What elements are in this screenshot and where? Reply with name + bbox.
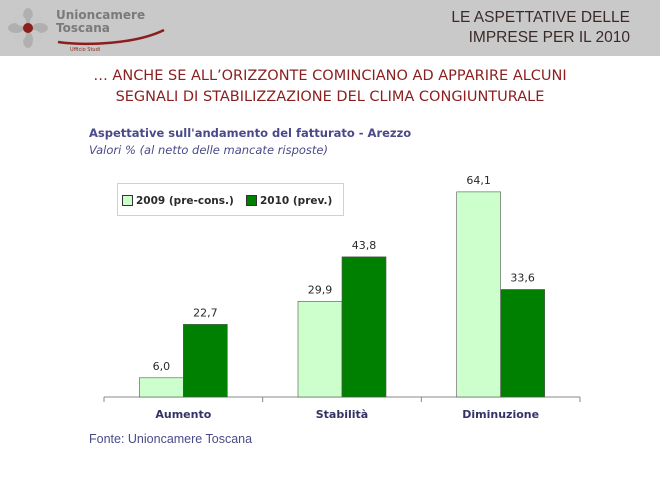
legend-swatch-2009 [122,195,133,206]
bar-aumento-1 [183,324,228,398]
category-label: Aumento [155,408,211,421]
legend-item-2010: 2010 (prev.) [246,194,332,207]
legend-swatch-2010 [246,195,257,206]
bar-stabilit-0 [297,301,343,398]
legend-label-2010: 2010 (prev.) [260,194,333,207]
flower-logo-icon [8,8,48,48]
data-label: 22,7 [193,306,218,319]
logo-name: Unioncamere Toscana [56,8,146,35]
source-note: Fonte: Unioncamere Toscana [89,432,253,446]
category-label: Stabilità [316,408,368,421]
header-band [0,0,660,56]
slide-subtitle: … ANCHE SE ALL’ORIZZONTE COMINCIANO AD A… [93,68,567,105]
slide-title: LE ASPETTATIVE DELLE IMPRESE PER IL 2010 [451,9,630,46]
legend-item-2009: 2009 (pre-cons.) [122,194,234,207]
chart-legend: 2009 (pre-cons.) 2010 (prev.) [117,183,344,216]
bar-aumento-0 [139,377,184,398]
data-label: 6,0 [153,360,171,373]
data-label: 43,8 [352,239,377,252]
category-label: Diminuzione [462,408,539,421]
data-label: 64,1 [466,174,491,187]
chart-title: Aspettative sull'andamento del fatturato… [89,126,412,140]
logo-subtitle: Ufficio Studi [70,47,101,53]
chart-subtitle: Valori % (al netto delle mancate rispost… [89,143,328,157]
unioncamere-logo: Unioncamere Toscana Ufficio Studi [6,4,166,53]
logo-swoosh [57,28,165,46]
data-label: 29,9 [308,283,333,296]
bar-diminuzione-0 [456,191,501,398]
bar-stabilit-1 [341,256,387,398]
legend-label-2009: 2009 (pre-cons.) [136,194,234,207]
data-label: 33,6 [510,271,535,284]
bar-diminuzione-1 [500,289,545,398]
